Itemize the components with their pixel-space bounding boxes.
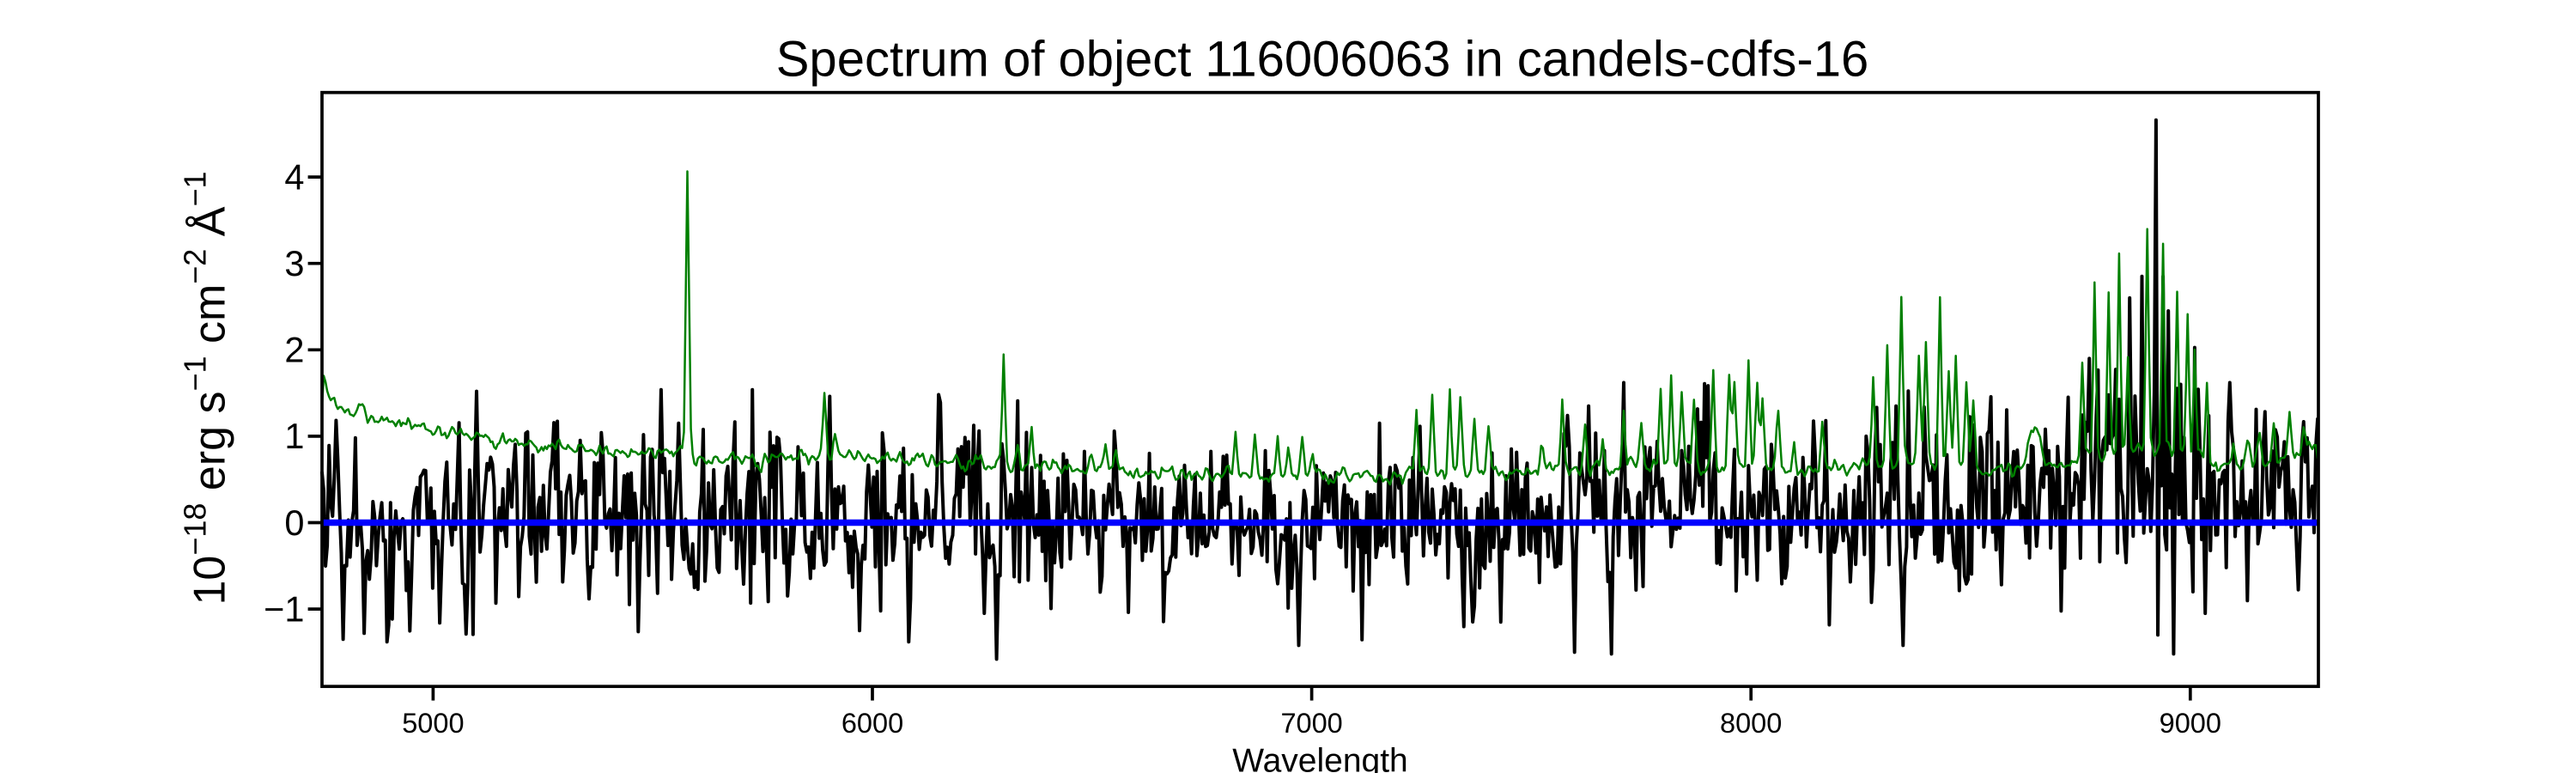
svg-text:−1: −1 bbox=[264, 588, 304, 629]
svg-text:0: 0 bbox=[284, 502, 304, 543]
svg-text:4: 4 bbox=[284, 156, 304, 197]
svg-text:6000: 6000 bbox=[841, 708, 903, 739]
svg-text:7000: 7000 bbox=[1280, 708, 1342, 739]
svg-text:Wavelength: Wavelength bbox=[1232, 742, 1408, 773]
svg-text:3: 3 bbox=[284, 243, 304, 283]
svg-text:1: 1 bbox=[284, 416, 304, 456]
svg-text:5000: 5000 bbox=[402, 708, 464, 739]
svg-text:Spectrum of object 116006063 i: Spectrum of object 116006063 in candels-… bbox=[776, 32, 1869, 88]
svg-text:10−18 erg s−1 cm−2 Å−1: 10−18 erg s−1 cm−2 Å−1 bbox=[178, 171, 235, 605]
svg-text:2: 2 bbox=[284, 330, 304, 370]
svg-text:8000: 8000 bbox=[1720, 708, 1782, 739]
svg-text:9000: 9000 bbox=[2160, 708, 2221, 739]
